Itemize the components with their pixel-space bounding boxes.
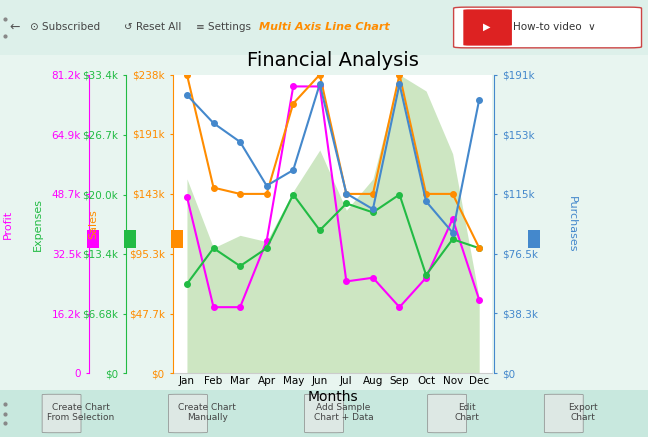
FancyBboxPatch shape [428,394,467,433]
Text: ≡ Settings: ≡ Settings [196,22,251,32]
Text: ⊙ Subscribed: ⊙ Subscribed [30,22,100,32]
Y-axis label: Sales: Sales [88,209,98,239]
Text: Export
Chart: Export Chart [568,403,598,422]
FancyBboxPatch shape [463,9,512,45]
Text: Financial Analysis: Financial Analysis [247,51,419,70]
FancyBboxPatch shape [168,394,207,433]
Y-axis label: Profit: Profit [3,209,13,239]
Text: Edit
Chart: Edit Chart [454,403,479,422]
Text: ←: ← [9,21,19,34]
Y-axis label: Expenses: Expenses [33,198,43,250]
Text: ▶: ▶ [483,21,491,31]
X-axis label: Months: Months [308,390,358,404]
Text: Multi Axis Line Chart: Multi Axis Line Chart [259,22,389,32]
FancyBboxPatch shape [544,394,583,433]
FancyBboxPatch shape [454,7,642,48]
FancyBboxPatch shape [305,394,343,433]
FancyBboxPatch shape [42,394,81,433]
Text: Create Chart
Manually: Create Chart Manually [178,403,237,422]
Text: Create Chart
From Selection: Create Chart From Selection [47,403,115,422]
Y-axis label: Purchases: Purchases [567,196,577,252]
Text: How-to video  ∨: How-to video ∨ [513,22,596,32]
Text: ↺ Reset All: ↺ Reset All [124,22,181,32]
Text: Add Sample
Chart + Data: Add Sample Chart + Data [314,403,373,422]
